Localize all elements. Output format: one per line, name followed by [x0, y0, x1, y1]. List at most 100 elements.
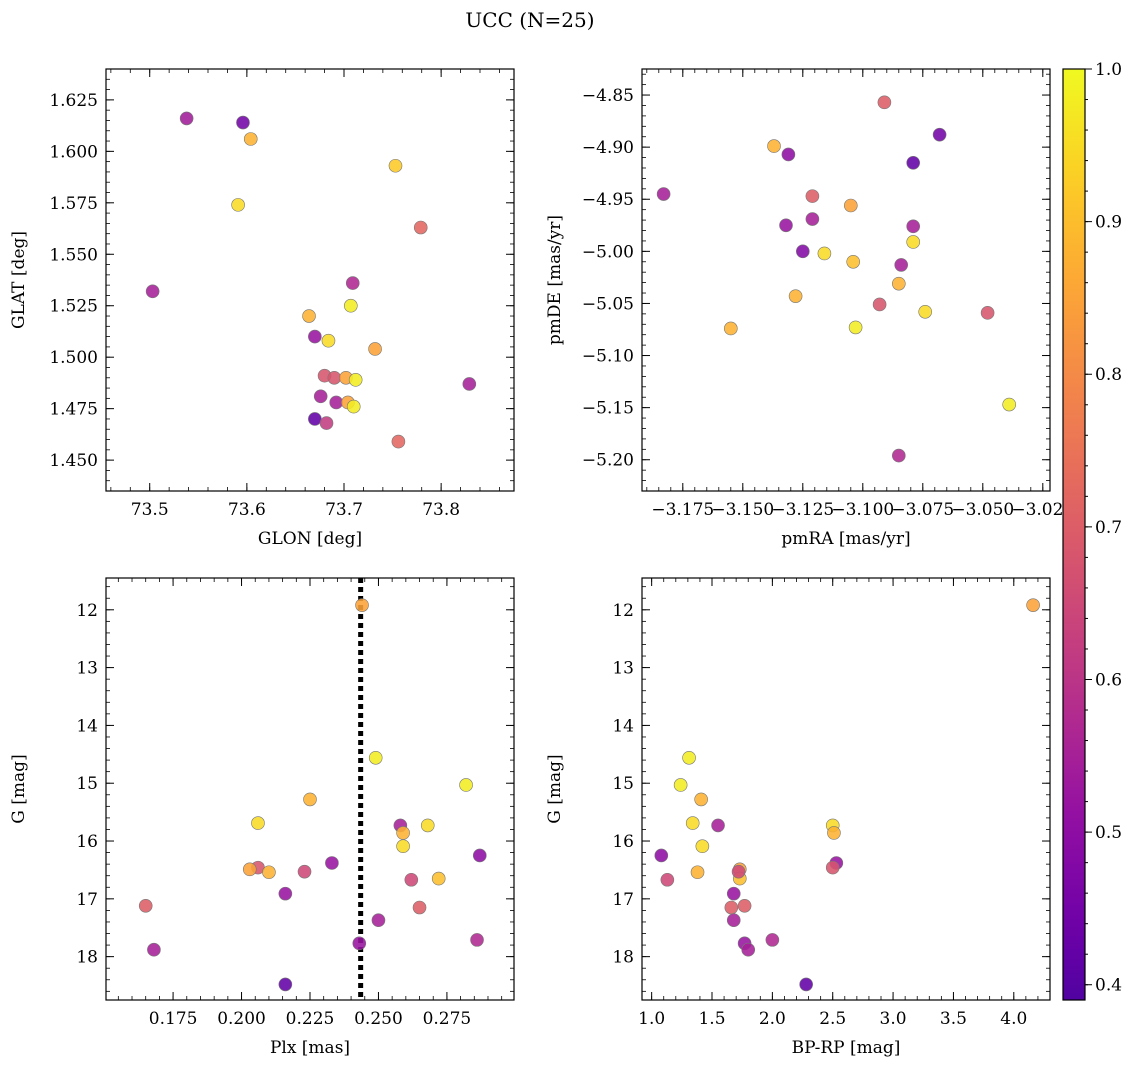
- data-point: [459, 778, 473, 792]
- y-axis-label: G [mag]: [9, 754, 29, 823]
- y-tick-label: 13: [612, 659, 634, 679]
- x-tick-label: 73.6: [228, 500, 266, 520]
- colorbar-tick-label: 0.6: [1095, 670, 1122, 690]
- data-point: [262, 865, 276, 880]
- x-tick-label: 3.0: [880, 1009, 907, 1029]
- x-tick-label: 73.5: [131, 500, 169, 520]
- data-point: [799, 977, 813, 992]
- y-tick-label: 16: [612, 832, 634, 852]
- data-point: [179, 111, 194, 126]
- major-ticks: [642, 69, 1050, 491]
- data-point: [918, 304, 933, 319]
- data-point: [278, 886, 293, 901]
- data-point: [682, 750, 696, 765]
- data-point: [690, 865, 705, 880]
- scatter-points: [145, 111, 477, 449]
- y-tick-label: −5.20: [582, 451, 634, 471]
- scatter-points: [656, 95, 1017, 463]
- x-tick-label: 0.225: [286, 1009, 335, 1029]
- data-point: [431, 871, 446, 886]
- data-point: [779, 218, 793, 233]
- data-point: [685, 816, 700, 830]
- data-point: [726, 886, 741, 901]
- scatter-points: [654, 598, 1040, 992]
- minor-ticks: [106, 578, 514, 1000]
- y-tick-label: 1.475: [49, 400, 98, 420]
- data-point: [319, 416, 334, 430]
- data-point: [694, 792, 708, 807]
- x-tick-label: −3.150: [711, 500, 774, 520]
- y-tick-label: 16: [76, 832, 98, 852]
- data-point: [348, 373, 363, 387]
- y-tick-label: −4.85: [582, 86, 634, 106]
- x-tick-label: −3.125: [771, 500, 834, 520]
- data-point: [313, 389, 328, 404]
- y-tick-label: 1.575: [49, 194, 98, 214]
- x-tick-label: −3.075: [891, 500, 954, 520]
- y-tick-label: 1.625: [49, 91, 98, 111]
- scatter-points: [138, 598, 487, 992]
- data-point: [795, 244, 810, 259]
- y-tick-label: 1.550: [49, 245, 98, 265]
- y-tick-label: 1.450: [49, 451, 98, 471]
- x-axis-label: Plx [mas]: [270, 1038, 350, 1058]
- colorbar-ticks: [1085, 68, 1092, 986]
- x-tick-label: 1.0: [638, 1009, 665, 1029]
- data-point: [891, 276, 906, 291]
- data-point: [765, 933, 780, 947]
- x-tick-label: 3.5: [940, 1009, 967, 1029]
- data-point: [346, 399, 361, 414]
- data-point: [891, 448, 906, 463]
- y-axis-label: GLAT [deg]: [9, 231, 29, 329]
- data-point: [741, 942, 756, 957]
- colorbar-tick-label: 0.5: [1095, 823, 1122, 843]
- data-point: [906, 219, 921, 234]
- x-axis-label: GLON [deg]: [258, 529, 362, 549]
- data-point: [420, 818, 435, 833]
- data-point: [325, 856, 339, 870]
- data-point: [251, 816, 265, 830]
- x-tick-label: 0.275: [423, 1009, 472, 1029]
- y-tick-label: 12: [612, 601, 634, 621]
- data-point: [343, 298, 358, 313]
- x-axis-label: BP-RP [mag]: [792, 1038, 901, 1058]
- x-tick-label: 1.5: [698, 1009, 725, 1029]
- y-tick-label: −5.10: [582, 347, 634, 367]
- data-point: [843, 198, 858, 213]
- data-point: [723, 321, 738, 336]
- data-point: [352, 936, 367, 951]
- y-tick-label: 1.525: [49, 297, 98, 317]
- data-point: [472, 848, 487, 863]
- y-tick-label: 1.500: [49, 348, 98, 368]
- data-point: [654, 848, 669, 863]
- data-point: [388, 158, 403, 173]
- minor-ticks: [106, 68, 514, 492]
- data-point: [877, 95, 892, 110]
- data-point: [731, 864, 746, 879]
- x-tick-label: −3.100: [831, 500, 894, 520]
- data-point: [1002, 397, 1017, 412]
- data-point: [462, 377, 477, 391]
- x-tick-label: 2.0: [759, 1009, 786, 1029]
- data-point: [368, 750, 383, 765]
- data-point: [355, 598, 369, 612]
- data-point: [413, 220, 428, 235]
- data-point: [321, 333, 336, 348]
- data-point: [894, 258, 909, 272]
- y-tick-label: 1.600: [49, 142, 98, 162]
- data-point: [788, 289, 803, 303]
- data-point: [297, 864, 312, 879]
- minor-ticks: [642, 69, 1050, 492]
- data-point: [396, 826, 410, 840]
- y-tick-label: −4.95: [582, 190, 634, 210]
- colorbar-tick-label: 1.0: [1095, 60, 1122, 80]
- colorbar-tick-label: 0.8: [1095, 365, 1122, 385]
- y-tick-label: 14: [76, 716, 98, 736]
- y-tick-label: −4.90: [582, 138, 634, 158]
- x-tick-label: −3.050: [951, 500, 1014, 520]
- data-point: [711, 818, 725, 833]
- data-point: [781, 147, 796, 162]
- data-point: [846, 254, 861, 269]
- data-point: [302, 309, 316, 323]
